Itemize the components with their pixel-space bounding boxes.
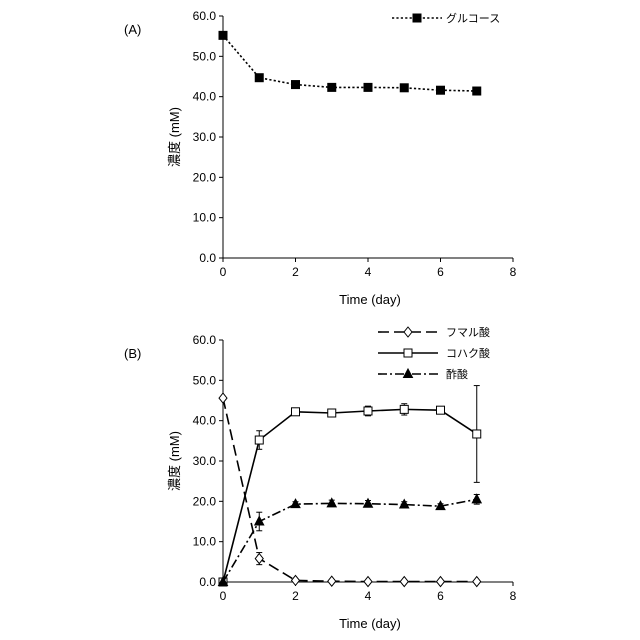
x-tick-label: 8: [510, 265, 517, 279]
legend-entry: 酢酸: [378, 367, 468, 381]
x-tick-label: 4: [365, 589, 372, 603]
data-point: [218, 392, 228, 404]
x-tick-label: 6: [437, 589, 444, 603]
data-point: [399, 404, 409, 414]
y-tick-label: 60.0: [193, 333, 217, 347]
y-tick-label: 20.0: [193, 170, 217, 184]
series-line: [222, 498, 477, 583]
x-tick-label: 2: [292, 265, 299, 279]
panel-a-label: (A): [124, 22, 141, 37]
series-line: [222, 408, 478, 583]
data-point: [217, 575, 229, 586]
legend-entry: グルコース: [392, 11, 500, 25]
data-point: [435, 575, 446, 588]
legend-label: グルコース: [446, 11, 500, 25]
series-1: [218, 385, 482, 587]
data-point: [291, 80, 300, 90]
y-tick-label: 0.0: [199, 251, 216, 265]
series-line: [222, 34, 477, 92]
data-point: [363, 406, 373, 416]
data-point: [399, 83, 409, 93]
series-2: [217, 493, 483, 586]
data-point: [254, 552, 264, 565]
y-tick-label: 10.0: [193, 535, 217, 549]
legend-label: 酢酸: [446, 367, 468, 381]
x-tick-label: 4: [365, 265, 372, 279]
legend-label: フマル酸: [446, 325, 490, 339]
panel-b: (B) 0.0 10.0 20.0 30.0 40.0 50.0 60.0 0 2 4 6 8 Time…: [124, 325, 517, 631]
y-tick-label: 40.0: [193, 414, 217, 428]
x-axis-title: Time (day): [339, 616, 401, 631]
legend-marker: [403, 326, 413, 338]
y-tick-label: 50.0: [193, 373, 217, 387]
legend-entry: コハク酸: [378, 346, 490, 360]
y-tick-label: 30.0: [193, 454, 217, 468]
data-point: [435, 500, 446, 511]
data-point: [399, 575, 409, 588]
y-tick-label: 60.0: [193, 9, 217, 23]
data-point: [326, 497, 338, 508]
data-point: [472, 575, 482, 588]
data-point: [363, 575, 373, 588]
series-0: [218, 392, 482, 588]
legend-marker: [412, 13, 422, 23]
data-point: [362, 497, 374, 508]
data-point: [218, 30, 228, 40]
data-point: [254, 73, 264, 83]
data-point: [472, 429, 482, 439]
data-point: [363, 82, 373, 92]
data-point: [436, 85, 445, 95]
data-point: [291, 407, 300, 417]
series-line: [222, 397, 477, 583]
data-point: [290, 498, 301, 509]
data-point: [436, 405, 445, 415]
data-point: [471, 493, 483, 504]
data-point: [254, 435, 264, 445]
panel-a: (A) 0.0 10.0 20.0 30.0 40.0 50.0 60.0 0 2 4 6 8 Time…: [124, 9, 517, 307]
x-axis-title: Time (day): [339, 292, 401, 307]
y-tick-label: 20.0: [193, 494, 217, 508]
series-0: [218, 30, 482, 96]
legend-label: コハク酸: [446, 346, 490, 360]
legend-entry: フマル酸: [378, 325, 490, 339]
y-tick-label: 40.0: [193, 90, 217, 104]
x-tick-label: 8: [510, 589, 517, 603]
y-tick-label: 10.0: [193, 211, 217, 225]
data-point: [398, 498, 410, 509]
legend-marker: [402, 367, 414, 378]
y-tick-label: 50.0: [193, 49, 217, 63]
data-point: [327, 408, 337, 418]
data-point: [472, 86, 482, 96]
x-tick-label: 0: [220, 589, 227, 603]
x-tick-label: 2: [292, 589, 299, 603]
x-tick-label: 6: [437, 265, 444, 279]
legend-marker: [403, 348, 413, 358]
data-point: [290, 574, 301, 587]
data-point: [327, 82, 337, 92]
y-tick-label: 30.0: [193, 130, 217, 144]
x-tick-label: 0: [220, 265, 227, 279]
panel-b-label: (B): [124, 346, 141, 361]
data-point: [253, 515, 265, 526]
y-axis-title: 濃度 (mM): [167, 431, 182, 491]
y-axis-title: 濃度 (mM): [167, 107, 182, 167]
y-tick-label: 0.0: [199, 575, 216, 589]
data-point: [327, 575, 337, 587]
